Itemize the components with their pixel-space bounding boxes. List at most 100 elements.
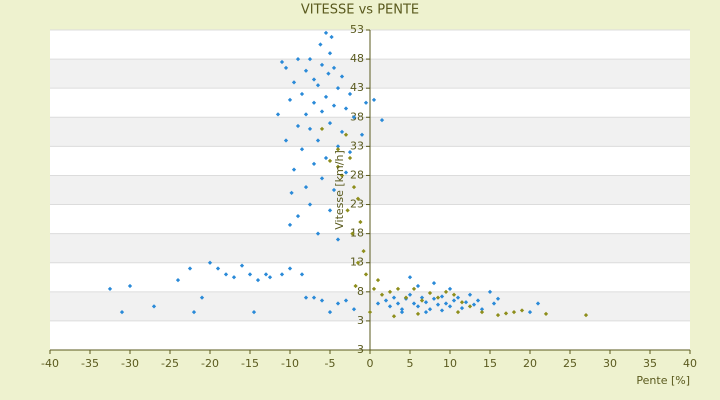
scatter-point — [359, 132, 365, 137]
y-tick-label: 23 — [350, 198, 364, 211]
scatter-point — [375, 278, 381, 283]
scatter-point — [343, 298, 349, 303]
scatter-point — [467, 304, 473, 309]
scatter-point — [411, 286, 417, 292]
scatter-point — [447, 286, 453, 292]
scatter-point — [327, 158, 333, 164]
scatter-point — [455, 295, 461, 300]
scatter-point — [231, 275, 237, 280]
y-tick-label: 53 — [350, 23, 364, 36]
scatter-point — [519, 308, 525, 313]
x-tick-label: -20 — [201, 357, 219, 370]
scatter-point — [247, 272, 253, 277]
scatter-point — [383, 298, 389, 303]
scatter-point — [303, 295, 309, 300]
scatter-point — [423, 300, 429, 305]
scatter-point — [283, 138, 289, 143]
scatter-point — [345, 208, 350, 213]
scatter-point — [295, 214, 301, 219]
scatter-point — [223, 272, 229, 277]
scatter-point — [127, 283, 133, 289]
scatter-point — [375, 301, 381, 306]
scatter-point — [299, 147, 305, 152]
scatter-point — [495, 296, 501, 301]
y-tick-label: 43 — [350, 81, 364, 94]
scatter-point — [395, 286, 401, 292]
y-tick-label: 48 — [350, 52, 364, 65]
scatter-point — [419, 295, 425, 300]
x-tick-label: 20 — [523, 357, 537, 370]
scatter-point — [415, 283, 421, 289]
scatter-point — [423, 310, 429, 315]
scatter-point — [355, 196, 361, 201]
scatter-point — [207, 260, 213, 265]
scatter-point — [463, 300, 469, 305]
scatter-point — [387, 289, 393, 294]
scatter-point — [350, 231, 355, 236]
y-tick-label: 18 — [350, 227, 364, 240]
scatter-point — [347, 155, 353, 161]
scatter-point — [335, 301, 341, 306]
scatter-point — [399, 307, 405, 312]
scatter-point — [495, 312, 501, 318]
scatter-point — [303, 184, 309, 190]
x-tick-label: -10 — [281, 357, 299, 370]
scatter-point — [361, 248, 366, 254]
scatter-point — [287, 222, 293, 228]
y-tick-label: 3 — [357, 314, 364, 327]
chart-title: VITESSE vs PENTE — [301, 3, 419, 18]
y-tick-label: 38 — [350, 110, 364, 123]
scatter-point — [471, 302, 477, 307]
scatter-point — [311, 295, 317, 300]
scatter-point — [351, 307, 357, 312]
scatter-point — [491, 301, 497, 306]
scatter-point — [451, 298, 457, 303]
scatter-point — [279, 272, 285, 277]
scatter-point — [511, 310, 517, 315]
scatter-point — [415, 311, 421, 317]
scatter-point — [323, 155, 329, 161]
scatter-point — [287, 266, 293, 271]
scatter-point — [487, 289, 493, 294]
x-tick-label: 5 — [407, 357, 414, 370]
x-axis-title: Pente [%] — [636, 374, 690, 387]
scatter-point — [353, 283, 358, 289]
scatter-point — [391, 295, 397, 300]
scatter-point — [431, 296, 437, 301]
scatter-point — [535, 301, 541, 306]
scatter-point — [367, 310, 373, 315]
scatter-point — [459, 305, 465, 311]
scatter-point — [343, 170, 349, 175]
scatter-point — [415, 304, 421, 309]
scatter-point — [363, 272, 369, 277]
x-tick-label: -5 — [325, 357, 336, 370]
scatter-point — [355, 260, 361, 265]
scatter-point — [419, 298, 425, 303]
scatter-point — [335, 147, 341, 152]
scatter-point — [391, 314, 397, 319]
scatter-point — [407, 292, 413, 297]
scatter-point — [215, 266, 221, 271]
scatter-point — [151, 304, 157, 309]
scatter-point — [475, 298, 481, 303]
x-tick-label: 40 — [683, 357, 697, 370]
x-tick-label: 15 — [483, 357, 497, 370]
x-tick-label: -15 — [241, 357, 259, 370]
x-tick-label: -35 — [81, 357, 99, 370]
scatter-point — [327, 208, 333, 213]
scatter-point — [467, 292, 473, 297]
scatter-point — [175, 278, 181, 283]
scatter-point — [291, 167, 297, 172]
scatter-point — [439, 308, 445, 313]
scatter-point — [543, 311, 549, 317]
scatter-point — [371, 286, 377, 292]
scatter-point — [311, 161, 317, 166]
scatter-point — [299, 272, 305, 277]
scatter-point — [411, 301, 417, 306]
scatter-point — [439, 294, 445, 299]
scatter-point — [479, 307, 485, 312]
scatter-point — [315, 138, 321, 143]
scatter-point — [319, 298, 325, 303]
y-tick-label: 8 — [357, 285, 364, 298]
